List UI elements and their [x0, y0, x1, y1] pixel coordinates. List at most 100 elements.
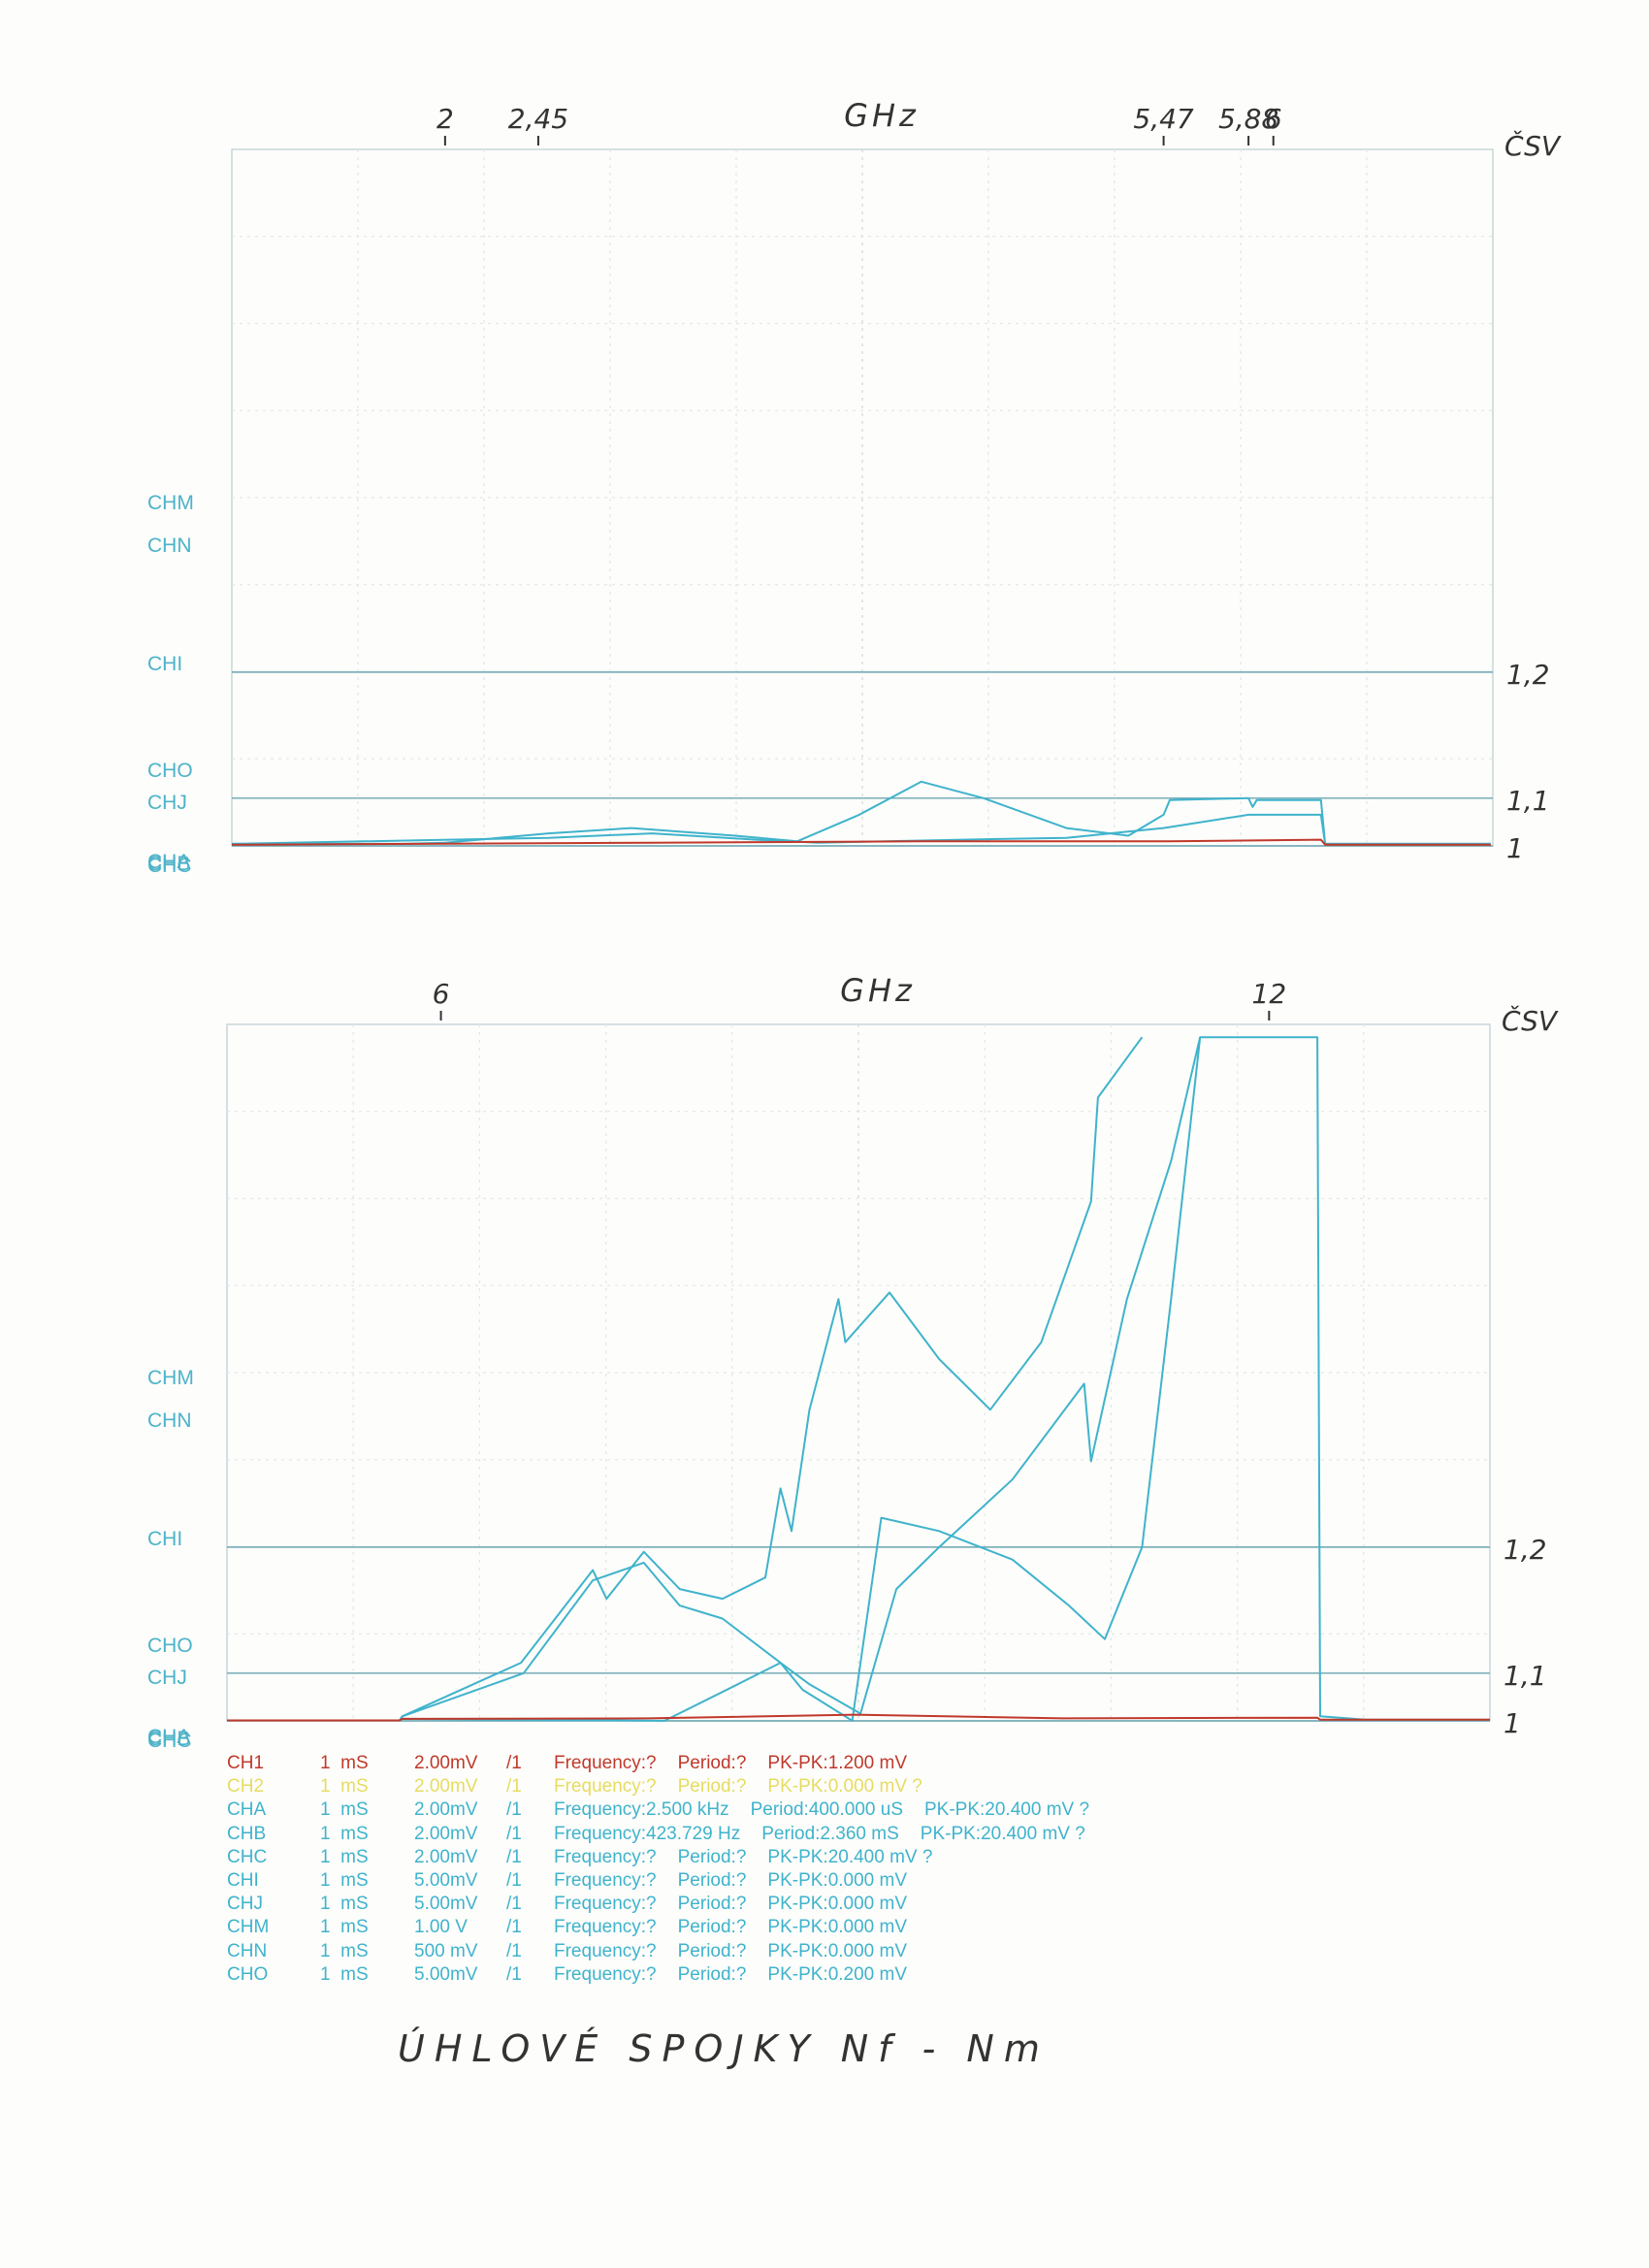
channel-cell: PK-PK:0.200 mV [767, 1963, 908, 1985]
channel-label: CHA [147, 1726, 190, 1748]
channel-cell: CHA [227, 1799, 267, 1821]
channel-cell: 2.00mV [414, 1823, 478, 1844]
channel-cell: 1 mS [320, 1894, 369, 1915]
channel-cell: /1 [506, 1963, 522, 1985]
y-axis-label: ČSV [1502, 1004, 1559, 1037]
channel-cell: 1 mS [320, 1870, 369, 1892]
channel-cell: /1 [506, 1870, 522, 1892]
channel-label: CHB [147, 1728, 190, 1750]
channel-label: CHI [147, 1528, 182, 1550]
channel-label: CHA [147, 851, 190, 873]
channel-cell: 1 mS [320, 1917, 369, 1938]
channel-label: CHC [147, 1730, 192, 1752]
x-tick-label: 5,47 [1133, 103, 1194, 135]
channel-cell: PK-PK:1.200 mV [767, 1753, 908, 1773]
channel-cell: 5.00mV [414, 1894, 478, 1915]
channel-cell: CHM [227, 1917, 270, 1938]
trace [227, 1713, 1490, 1722]
y-tick-label: 1 [1504, 1707, 1521, 1739]
channel-cell: CH2 [227, 1776, 265, 1798]
channel-cell: CHJ [227, 1894, 263, 1915]
channel-cell: PK-PK:20.400 mV ? [924, 1799, 1090, 1821]
channel-row: CHN 1 mS 500 mV/1 Frequency:? Period:? PK-PK:… [227, 1940, 1089, 1963]
channel-label: CHM [147, 1367, 194, 1389]
x-tick-label: 5,88 [1218, 103, 1278, 135]
channel-label: CHO [147, 1635, 193, 1657]
caption: ÚHLOVÉ SPOJKY Nf - Nm [398, 2027, 1050, 2070]
channel-cell: 1 mS [320, 1799, 369, 1821]
channel-row: CHA 1 mS 2.00mV/1 Frequency:2.500 kHz Period… [227, 1798, 1089, 1822]
channel-cell: Period:400.000 uS [750, 1799, 903, 1821]
trace [231, 813, 1491, 845]
channel-cell: 1 mS [320, 1846, 369, 1867]
x-tick-label: 12 [1252, 978, 1287, 1010]
channel-cell: Period:2.360 mS [761, 1823, 899, 1844]
channel-cell: CHC [227, 1846, 268, 1867]
channel-cell: 1 mS [320, 1940, 369, 1961]
x-tick-label: 2,45 [508, 103, 568, 135]
channel-cell: /1 [506, 1846, 522, 1867]
x-axis-label: GHz [840, 972, 916, 1009]
channel-cell: PK-PK:20.400 mV ? [920, 1823, 1085, 1844]
channel-cell: Period:? [677, 1776, 747, 1798]
channel-cell: Period:? [677, 1870, 747, 1892]
channel-cell: /1 [506, 1799, 522, 1821]
channel-cell: PK-PK:0.000 mV [767, 1894, 908, 1915]
channel-label: CHN [147, 1409, 192, 1432]
y-tick-label: 1,2 [1504, 1534, 1547, 1566]
channel-cell: CH1 [227, 1753, 265, 1773]
channel-cell: Period:? [677, 1894, 747, 1915]
channel-cell: Frequency:? [554, 1894, 657, 1915]
channel-cell: Period:? [677, 1917, 747, 1938]
channel-row: CHI 1 mS 5.00mV/1 Frequency:? Period:? PK-PK:… [227, 1869, 1089, 1893]
channel-cell: Frequency:? [554, 1870, 657, 1892]
channel-label: CHM [147, 492, 194, 514]
channel-row: CHM 1 mS 1.00 V/1 Frequency:? Period:? PK-PK:… [227, 1916, 1089, 1939]
channel-cell: 2.00mV [414, 1753, 478, 1773]
channel-cell: CHB [227, 1823, 267, 1844]
x-axis-label: GHz [844, 97, 920, 134]
channel-cell: 1 mS [320, 1823, 369, 1844]
channel-label: CHN [147, 535, 192, 557]
channel-cell: PK-PK:0.000 mV [767, 1917, 908, 1938]
channel-cell: 2.00mV [414, 1799, 478, 1821]
y-tick-label: 1,2 [1506, 659, 1550, 691]
channel-cell: /1 [506, 1940, 522, 1961]
channel-cell: CHN [227, 1940, 268, 1961]
channel-cell: PK-PK:0.000 mV ? [767, 1776, 922, 1798]
channel-row: CHC 1 mS 2.00mV/1 Frequency:? Period:? PK-PK:… [227, 1846, 1089, 1869]
channel-cell: CHO [227, 1963, 269, 1985]
channel-cell: PK-PK:0.000 mV [767, 1870, 908, 1892]
channel-table: CH1 1 mS 2.00mV/1 Frequency:? Period:? PK-PK:… [227, 1752, 1089, 1987]
channel-cell: /1 [506, 1823, 522, 1844]
channel-cell: Frequency:? [554, 1940, 657, 1961]
channel-label: CHJ [147, 792, 187, 814]
channel-cell: 2.00mV [414, 1776, 478, 1798]
channel-row: CHB 1 mS 2.00mV/1 Frequency:423.729 Hz Perio… [227, 1823, 1089, 1846]
y-tick-label: 1,1 [1506, 785, 1550, 817]
channel-cell: Period:? [677, 1753, 747, 1773]
y-axis-label: ČSV [1504, 129, 1562, 162]
trace [231, 838, 1491, 846]
channel-cell: Period:? [677, 1846, 747, 1867]
channel-cell: 1 mS [320, 1753, 369, 1773]
channel-cell: /1 [506, 1917, 522, 1938]
channel-cell: Frequency:? [554, 1846, 657, 1867]
y-tick-label: 1,1 [1504, 1660, 1547, 1692]
channel-cell: 2.00mV [414, 1846, 478, 1867]
channel-cell: 5.00mV [414, 1870, 478, 1892]
channel-cell: PK-PK:0.000 mV [767, 1940, 908, 1961]
channel-cell: 1.00 V [414, 1917, 468, 1938]
trace [227, 1036, 1144, 1722]
channel-cell: CHI [227, 1870, 259, 1892]
channel-cell: 5.00mV [414, 1963, 478, 1985]
channel-cell: PK-PK:20.400 mV ? [767, 1846, 933, 1867]
channel-cell: Frequency:? [554, 1776, 657, 1798]
channel-cell: 1 mS [320, 1776, 369, 1798]
channel-cell: Period:? [677, 1940, 747, 1961]
channel-row: CH1 1 mS 2.00mV/1 Frequency:? Period:? PK-PK:… [227, 1752, 1089, 1775]
channel-row: CHO 1 mS 5.00mV/1 Frequency:? Period:? PK-PK:… [227, 1963, 1089, 1987]
channel-cell: /1 [506, 1776, 522, 1798]
